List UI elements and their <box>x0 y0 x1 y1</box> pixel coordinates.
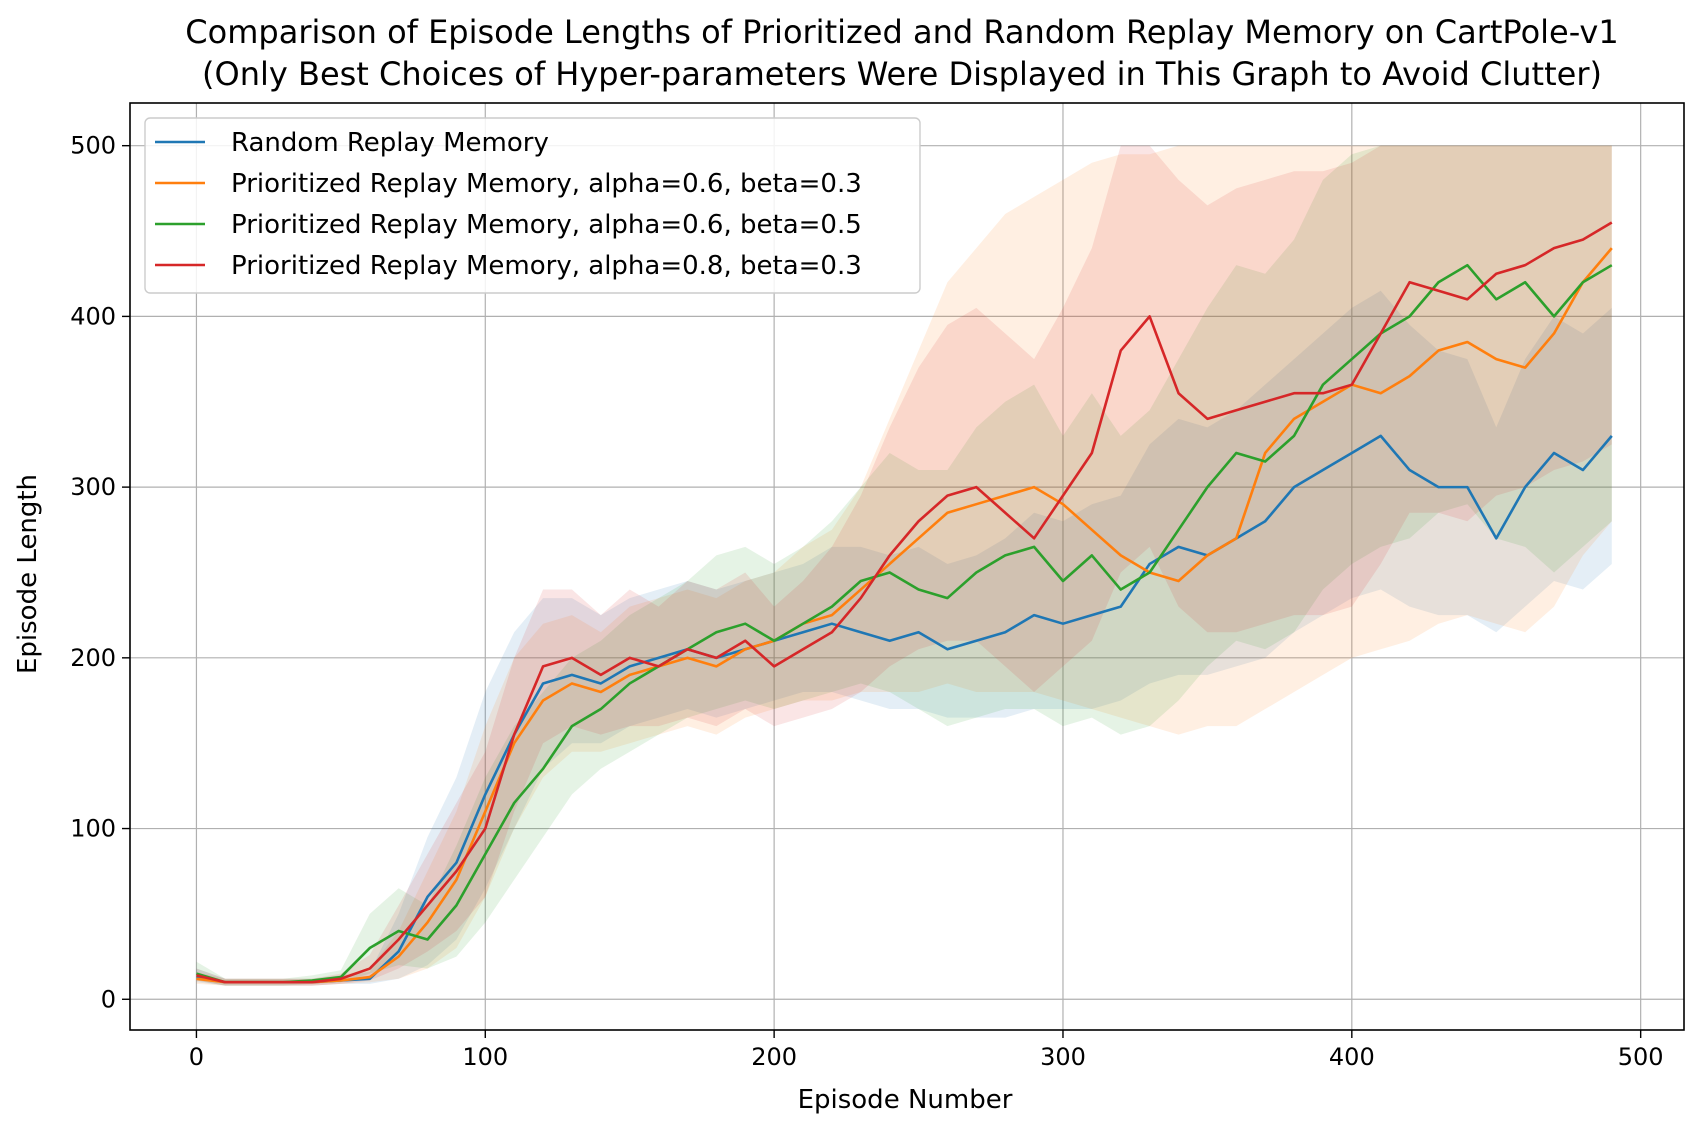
legend-label-1: Random Replay Memory <box>231 128 549 158</box>
series-band-4 <box>196 145 1612 986</box>
y-tick-label: 300 <box>70 473 116 501</box>
series-line-2 <box>196 247 1613 984</box>
legend-label-2: Prioritized Replay Memory, alpha=0.6, be… <box>231 169 862 199</box>
x-tick-label: 500 <box>1618 1043 1664 1071</box>
legend-box <box>144 117 921 294</box>
x-tick-label: 300 <box>1040 1043 1086 1071</box>
legend-label-4: Prioritized Replay Memory, alpha=0.8, be… <box>231 251 862 281</box>
series-band-1 <box>196 290 1612 986</box>
legend: Random Replay Memory Prioritized Replay M… <box>144 117 921 294</box>
y-tick-label: 0 <box>101 985 116 1013</box>
series-band-3 <box>196 145 1612 986</box>
y-tick-label: 500 <box>70 132 116 160</box>
series-line-1 <box>196 434 1613 984</box>
x-tick-label: 200 <box>751 1043 797 1071</box>
legend-label-3: Prioritized Replay Memory, alpha=0.6, be… <box>231 210 862 240</box>
plot-frame <box>129 102 1685 1031</box>
y-tick-label: 400 <box>70 302 116 330</box>
series-line-4 <box>196 221 1613 984</box>
confidence-bands <box>196 145 1612 986</box>
series-band-2 <box>196 145 1612 986</box>
series-lines <box>196 221 1613 984</box>
y-tick-label: 200 <box>70 644 116 672</box>
y-axis-label: Episode Length <box>13 474 43 674</box>
x-tick-label: 100 <box>462 1043 508 1071</box>
x-axis-label: Episode Number <box>798 1085 1013 1115</box>
axis-ticks: 0 100 200 300 400 500 0 100 200 300 400 500 <box>70 132 1663 1071</box>
series-line-3 <box>196 263 1613 984</box>
chart-title: Comparison of Episode Lengths of Priorit… <box>185 13 1618 51</box>
x-tick-label: 0 <box>189 1043 204 1071</box>
y-tick-label: 100 <box>70 815 116 843</box>
chart-subtitle: (Only Best Choices of Hyper-parameters W… <box>202 55 1602 93</box>
x-tick-label: 400 <box>1329 1043 1375 1071</box>
